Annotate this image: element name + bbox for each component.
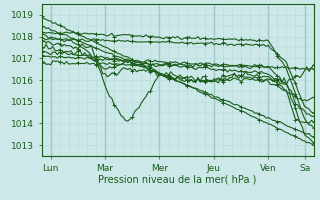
X-axis label: Pression niveau de la mer( hPa ): Pression niveau de la mer( hPa ) — [99, 174, 257, 184]
